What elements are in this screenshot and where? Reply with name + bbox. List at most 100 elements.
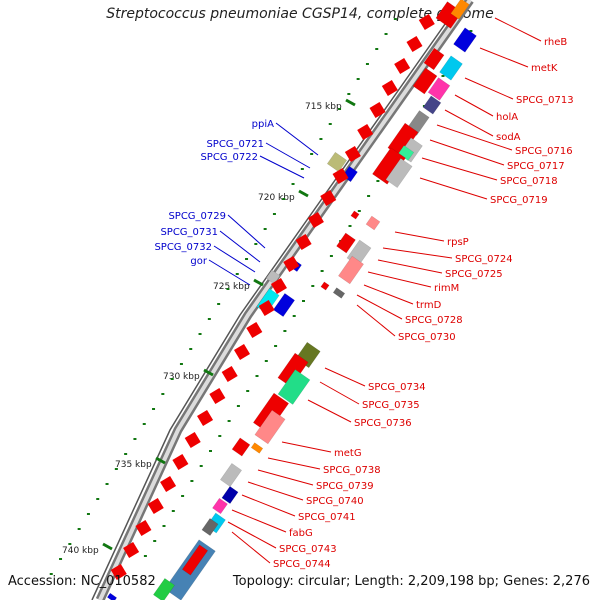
gene-arrow (307, 212, 324, 228)
scale-minor-tick (124, 453, 128, 455)
scale-minor-tick (245, 258, 249, 260)
scale-minor-tick (170, 378, 174, 380)
gene-arrow (209, 388, 226, 404)
scale-minor-tick (441, 75, 445, 77)
scale-minor-tick (469, 30, 473, 32)
gene-feature-block (106, 592, 118, 600)
scale-minor-tick (68, 543, 72, 545)
scale-minor-tick (152, 408, 156, 410)
scale-minor-tick (235, 273, 239, 275)
scale-minor-tick (367, 195, 371, 197)
gene-arrow (160, 476, 177, 492)
gene-feature-block (277, 369, 311, 405)
scale-minor-tick (189, 348, 193, 350)
leader-line (265, 142, 311, 169)
gene-arrow (135, 520, 152, 536)
gene-feature-block (250, 442, 264, 454)
scale-minor-tick (311, 285, 315, 287)
leader-line (231, 531, 271, 564)
leader-line (227, 521, 277, 549)
genome-summary-text: Topology: circular; Length: 2,209,198 bp… (232, 574, 590, 589)
scale-tick-mark (253, 278, 264, 287)
gene-feature-block (212, 497, 228, 515)
gene-feature-block (385, 157, 413, 189)
gene-label-spcg_0717: SPCG_0717 (507, 161, 565, 172)
scale-minor-tick (347, 93, 351, 95)
scale-minor-tick (171, 510, 175, 512)
gene-arrow (418, 14, 435, 30)
scale-minor-tick (143, 555, 147, 557)
scale-minor-tick (162, 525, 166, 527)
scale-minor-tick (376, 180, 380, 182)
scale-tick-label: 720 kbp (258, 193, 295, 203)
gene-label-spcg_0718: SPCG_0718 (500, 176, 558, 187)
scale-tick-mark (298, 189, 309, 198)
scale-minor-tick (209, 450, 212, 452)
leader-line (324, 367, 366, 387)
accession-text: Accession: NC_010582 (8, 574, 156, 589)
leader-line (227, 214, 266, 249)
gene-feature-block (221, 486, 239, 504)
scale-minor-tick (338, 108, 342, 110)
gene-label-spcg_0743: SPCG_0743 (279, 544, 337, 555)
scale-minor-tick (283, 330, 287, 332)
gene-label-spcg_0722: SPCG_0722 (200, 152, 258, 163)
scale-minor-tick (356, 78, 360, 80)
scale-minor-tick (198, 333, 202, 335)
scale-minor-tick (255, 375, 259, 377)
scale-minor-tick (161, 393, 165, 395)
scale-minor-tick (199, 465, 203, 467)
scale-dots (49, 18, 473, 575)
gene-label-metk: metK (531, 63, 558, 74)
scale-tick-label: 725 kbp (213, 282, 250, 292)
gene-feature-block (153, 578, 175, 600)
scale-minor-tick (105, 483, 109, 485)
gene-label-spcg_0724: SPCG_0724 (455, 254, 513, 265)
gene-feature-block (439, 55, 463, 81)
gene-feature-block (326, 151, 348, 173)
gene-label-rheb: rheB (544, 37, 567, 48)
gene-arrow (110, 564, 127, 580)
gene-feature-block (450, 0, 470, 20)
leader-line (444, 109, 494, 137)
gene-feature-block (350, 210, 360, 220)
scale-minor-tick (133, 438, 137, 440)
scale-minor-tick (59, 558, 63, 560)
leader-line (429, 139, 505, 166)
gene-arrow (246, 322, 263, 338)
scale-ticks: 715 kbp 720 kbp 725 kbp 730 kbp 735 kbp 740 k… (62, 98, 356, 556)
gene-label-spcg_0732: SPCG_0732 (154, 242, 212, 253)
leader-line (307, 399, 352, 423)
leader-line (454, 94, 494, 117)
gene-label-fabg: fabG (289, 528, 313, 539)
leader-line (319, 381, 360, 405)
gene-feature-block (412, 67, 438, 95)
scale-minor-tick (328, 123, 332, 125)
scale-minor-tick (226, 288, 230, 290)
leader-line (494, 17, 542, 42)
leader-line (464, 77, 514, 100)
scale-minor-tick (218, 435, 222, 437)
gene-arrow (270, 278, 287, 294)
gene-feature-block (220, 463, 242, 487)
gene-arrow (320, 190, 337, 206)
leader-line (231, 509, 287, 533)
gene-label-ppia: ppiA (252, 119, 274, 130)
gene-label-spcg_0713: SPCG_0713 (516, 95, 574, 106)
gene-label-spcg_0728: SPCG_0728 (405, 315, 463, 326)
scale-tick-mark (102, 542, 113, 551)
gene-feature-block (254, 409, 286, 445)
gene-label-soda: sodA (496, 132, 521, 143)
scale-minor-tick (236, 405, 240, 407)
scale-tick-label: 715 kbp (305, 102, 342, 112)
scale-minor-tick (272, 213, 276, 215)
gene-feature-block (336, 232, 356, 254)
scale-minor-tick (300, 168, 304, 170)
scale-minor-tick (310, 153, 314, 155)
gene-feature-block (422, 95, 442, 115)
gene-feature-block (273, 293, 295, 317)
gene-features (106, 0, 477, 600)
gene-arrow (369, 102, 386, 118)
leader-line (436, 124, 513, 151)
